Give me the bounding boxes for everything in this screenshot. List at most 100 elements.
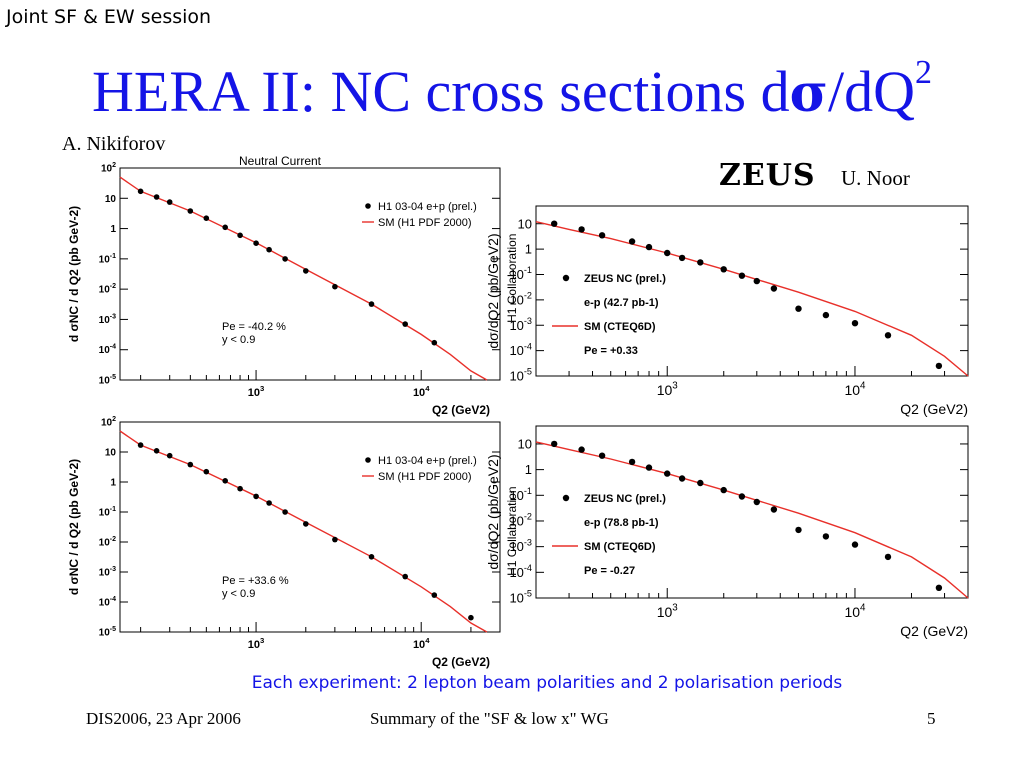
y-tick-label: 10-5 [99, 626, 116, 639]
x-tick-label: 103 [248, 636, 265, 651]
data-point [431, 339, 438, 346]
title-sigma: σ [789, 63, 828, 124]
data-point [697, 479, 704, 487]
y-tick-label: 10 [105, 194, 117, 205]
y-tick-label: 1 [110, 478, 116, 489]
plot-frame [119, 421, 501, 633]
data-point [137, 188, 144, 195]
data-point [266, 246, 272, 253]
chart-title: Neutral Current [239, 154, 322, 168]
title-text: HERA II: NC cross sections d [92, 59, 790, 124]
legend-label-polarisation: Pe = +0.33 [584, 345, 638, 357]
legend-label-data: H1 03-04 e+p (prel.) [378, 455, 477, 467]
y-tick-label: 10-3 [99, 313, 116, 326]
data-point [770, 506, 778, 513]
data-point [770, 285, 778, 292]
data-point [187, 208, 194, 214]
y-tick-label: 10-3 [509, 537, 532, 554]
data-point [368, 301, 375, 307]
legend-marker-points [365, 457, 371, 463]
author-left: A. Nikiforov [62, 133, 166, 155]
y-tick-label: 10-2 [99, 283, 116, 296]
y-tick-label: 10-3 [509, 316, 532, 333]
x-tick-label: 104 [844, 603, 866, 620]
sm-curve [119, 176, 488, 381]
zeus-top-plot-group: 10 1 10-1 10-2 10-3 10-4 10-5 103 104 dσ/dQ2 (pb/… [485, 205, 969, 417]
y-axis-label: dσ/dQ2 (pb/GeV2) [485, 233, 501, 348]
data-point [253, 240, 259, 246]
footer-date: DIS2006, 23 Apr 2006 [86, 709, 241, 728]
legend-marker-points [562, 274, 570, 282]
data-point [738, 272, 746, 279]
zeus-logo: ZEUS [719, 158, 816, 193]
x-tick-label: 104 [413, 384, 430, 399]
h1-top-plot-group: 102 10 1 10-1 10-2 10-3 10-4 10-5 103 104 Neutral … [67, 154, 519, 417]
y-tick-label: 1 [525, 242, 532, 257]
legend-label-sm: SM (CTEQ6D) [584, 541, 656, 553]
footer-title: Summary of the "SF & low x" WG [370, 709, 609, 728]
title-suffix: /dQ [827, 59, 915, 124]
h1-top-chart: 102 10 1 10-1 10-2 10-3 10-4 10-5 103 104 Neutral … [67, 154, 519, 417]
x-axis-label: Q2 (GeV2) [900, 401, 968, 417]
data-point [332, 536, 338, 543]
legend-label-sm: SM (H1 PDF 2000) [378, 217, 472, 229]
y-tick-label: 10-4 [99, 344, 116, 357]
data-point [678, 254, 686, 262]
data-point [884, 553, 892, 561]
data-point [822, 533, 830, 540]
page-number: 5 [927, 709, 936, 728]
title-sup: 2 [914, 54, 932, 91]
annotation-text: Pe = +33.6 % [222, 575, 289, 587]
data-point [137, 442, 144, 448]
data-point [851, 541, 859, 548]
legend-label-polarisation: Pe = -0.27 [584, 565, 635, 577]
plot-frame [119, 167, 501, 381]
data-point [303, 268, 309, 274]
data-point [222, 478, 228, 484]
legend-label-lumi: e-p (78.8 pb-1) [584, 517, 659, 529]
x-axis-label: Q2 (GeV2) [432, 403, 490, 417]
data-point [753, 498, 760, 506]
data-point [645, 464, 653, 471]
collaboration-label: H1 Collaboration [505, 234, 519, 323]
data-point [645, 243, 653, 251]
data-point [222, 224, 228, 231]
data-point [203, 468, 210, 475]
data-point [166, 452, 173, 459]
annotation-text: y < 0.9 [222, 334, 255, 346]
y-tick-label: 10-1 [509, 265, 532, 282]
data-point [266, 500, 272, 506]
data-point [253, 493, 259, 500]
y-tick-label: 102 [101, 162, 116, 175]
y-tick-label: 10-5 [99, 374, 116, 387]
h1-bottom-chart: 102 10 1 10-1 10-2 10-3 10-4 10-5 103 104 d σNC / … [67, 416, 519, 669]
data-point [598, 232, 606, 239]
y-tick-label: 10-2 [509, 291, 532, 308]
zeus-top-chart: 10 1 10-1 10-2 10-3 10-4 10-5 103 104 dσ/dQ2 (pb/… [485, 205, 969, 417]
data-point [753, 277, 760, 285]
data-point [166, 199, 173, 205]
y-tick-label: 10-1 [99, 253, 116, 266]
y-tick-label: 10-4 [509, 341, 532, 358]
data-point [697, 259, 704, 266]
data-point [720, 486, 727, 494]
data-point [822, 311, 830, 319]
data-point [628, 238, 636, 245]
y-tick-label: 10-4 [509, 563, 532, 580]
data-point [738, 493, 746, 500]
data-point [664, 470, 671, 477]
y-tick-label: 10-5 [509, 589, 532, 606]
y-tick-label: 10 [518, 436, 532, 451]
data-point [282, 509, 288, 515]
x-tick-label: 103 [657, 381, 679, 398]
caption: Each experiment: 2 lepton beam polaritie… [251, 673, 843, 693]
data-point [720, 266, 727, 273]
data-point [678, 475, 686, 482]
plot-frame [535, 205, 969, 377]
y-axis-label: d σNC / d Q2 (pb GeV-2) [67, 206, 81, 342]
data-point [153, 194, 160, 200]
data-point [237, 485, 243, 492]
sm-curve [535, 221, 969, 377]
data-point [203, 215, 210, 221]
author-right: U. Noor [841, 166, 910, 190]
